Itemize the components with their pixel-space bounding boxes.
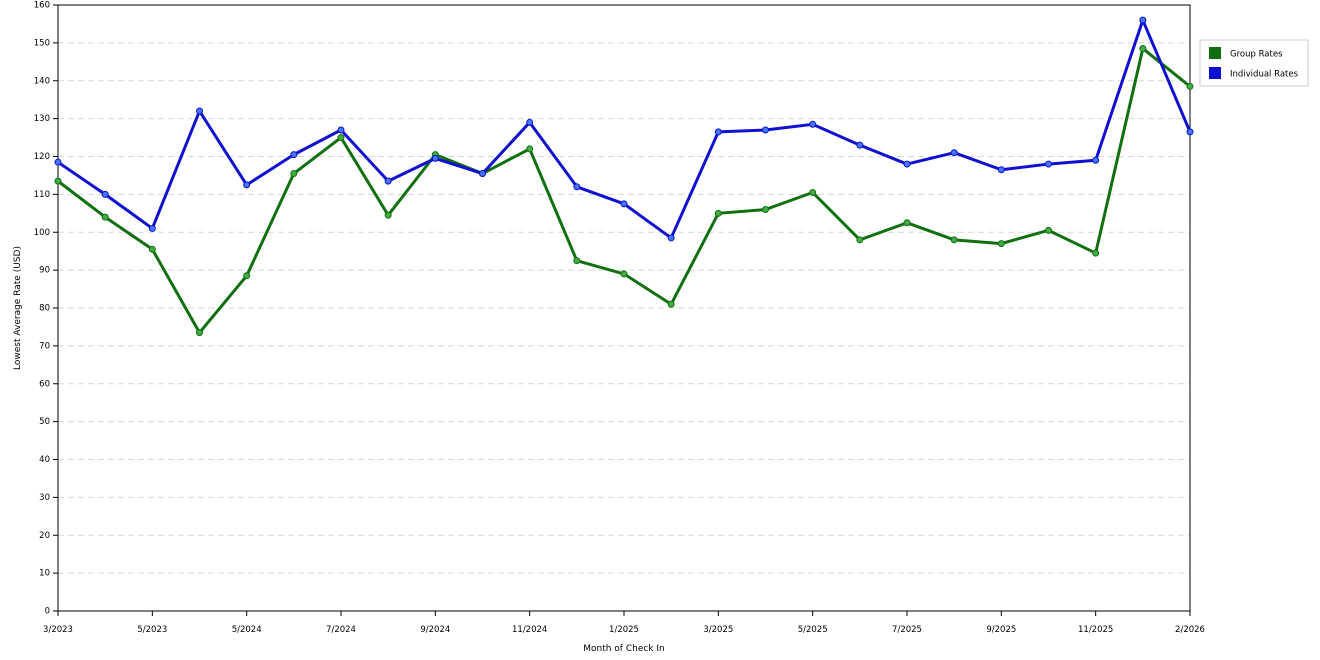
data-point[interactable] [714, 128, 722, 136]
y-tick-label: 20 [39, 531, 50, 541]
data-point[interactable] [1186, 128, 1194, 136]
x-tick-label: 1/2025 [609, 625, 639, 635]
x-tick-label: 7/2025 [892, 625, 922, 635]
data-point[interactable] [573, 183, 581, 191]
y-tick-label: 80 [39, 304, 50, 314]
y-tick-label: 50 [39, 417, 50, 427]
data-point[interactable] [526, 145, 534, 153]
data-point[interactable] [196, 329, 203, 337]
data-point[interactable] [950, 236, 958, 244]
series-line-0 [57, 47, 1191, 335]
data-point[interactable] [997, 166, 1005, 174]
data-point[interactable] [950, 149, 958, 157]
data-point[interactable] [1092, 156, 1100, 164]
data-point[interactable] [1045, 226, 1052, 234]
series-lines [54, 16, 1194, 337]
data-point[interactable] [54, 177, 62, 185]
y-tick-label: 60 [39, 379, 50, 389]
y-tick-label: 160 [34, 1, 50, 11]
grid-lines [58, 42, 1190, 574]
y-axis: 0 10 20 30 40 50 60 70 80 90 100 110 120 130 140 150 160 [34, 1, 58, 617]
data-point[interactable] [384, 211, 392, 219]
x-tick-label: 9/2025 [986, 625, 1016, 635]
data-point[interactable] [1139, 45, 1147, 53]
legend-swatch-individual-rates [1209, 67, 1221, 79]
y-tick-label: 130 [34, 114, 50, 124]
data-point[interactable] [337, 134, 345, 142]
y-tick-label: 140 [34, 76, 50, 86]
data-point[interactable] [1092, 249, 1100, 257]
legend-swatch-group-rates [1209, 47, 1221, 59]
data-point[interactable] [526, 118, 534, 126]
y-tick-label: 90 [39, 266, 50, 276]
data-point[interactable] [243, 181, 251, 189]
data-point[interactable] [903, 219, 911, 227]
x-tick-label: 7/2024 [326, 625, 356, 635]
x-tick-label: 5/2025 [798, 625, 828, 635]
y-tick-label: 0 [45, 607, 50, 617]
data-point[interactable] [148, 245, 156, 253]
x-axis-label: Month of Check In [583, 644, 665, 654]
data-point[interactable] [856, 236, 864, 244]
x-tick-label: 2/2026 [1175, 625, 1205, 635]
x-tick-label: 5/2023 [137, 625, 167, 635]
x-axis: 3/2023 5/2023 5/2024 7/2024 9/2024 11/2024 1/2… [43, 611, 1205, 635]
x-tick-label: 11/2025 [1078, 625, 1113, 635]
x-tick-label: 5/2024 [232, 625, 262, 635]
data-point[interactable] [762, 126, 769, 134]
y-axis-label: Lowest Average Rate (USD) [13, 246, 23, 370]
x-tick-label: 3/2025 [703, 625, 733, 635]
legend-label-individual-rates: Individual Rates [1230, 70, 1299, 80]
data-point[interactable] [903, 160, 911, 168]
data-point[interactable] [479, 170, 486, 178]
data-point[interactable] [290, 151, 298, 159]
data-point[interactable] [148, 224, 156, 232]
y-tick-label: 100 [34, 228, 50, 238]
data-point[interactable] [384, 177, 392, 185]
y-tick-label: 150 [34, 38, 50, 48]
y-tick-label: 110 [34, 190, 50, 200]
data-point[interactable] [1186, 82, 1194, 90]
data-point[interactable] [431, 154, 439, 162]
y-tick-label: 70 [39, 341, 50, 351]
legend: Group Rates Individual Rates [1199, 39, 1309, 87]
y-tick-label: 30 [39, 493, 50, 503]
data-point[interactable] [290, 170, 298, 178]
data-point[interactable] [1045, 160, 1052, 168]
data-point[interactable] [620, 200, 628, 208]
data-point[interactable] [762, 206, 769, 214]
data-point[interactable] [101, 213, 109, 221]
data-point[interactable] [809, 120, 817, 128]
data-point[interactable] [196, 107, 203, 115]
data-point[interactable] [573, 257, 581, 265]
y-tick-label: 40 [39, 455, 50, 465]
x-tick-label: 11/2024 [512, 625, 547, 635]
data-point[interactable] [1139, 16, 1147, 24]
data-point[interactable] [243, 272, 251, 280]
data-point[interactable] [54, 158, 62, 166]
data-point[interactable] [714, 209, 722, 217]
data-point[interactable] [667, 234, 675, 242]
x-tick-label: 9/2024 [420, 625, 450, 635]
data-point[interactable] [809, 188, 817, 196]
x-tick-label: 3/2023 [43, 625, 73, 635]
data-point[interactable] [620, 270, 628, 278]
y-tick-label: 10 [39, 569, 50, 579]
data-point[interactable] [337, 126, 345, 134]
data-point[interactable] [856, 141, 864, 149]
data-point[interactable] [997, 240, 1005, 248]
y-tick-label: 120 [34, 152, 50, 162]
legend-label-group-rates: Group Rates [1230, 50, 1283, 60]
data-point[interactable] [667, 300, 675, 308]
data-point[interactable] [101, 190, 109, 198]
